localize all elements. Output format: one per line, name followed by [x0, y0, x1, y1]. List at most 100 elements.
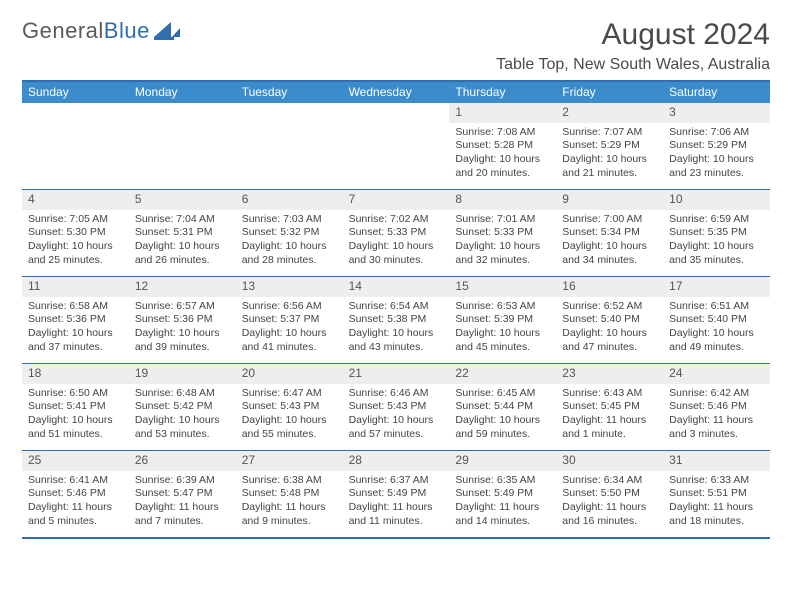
sunset-text: Sunset: 5:40 PM [562, 313, 657, 327]
sunset-text: Sunset: 5:39 PM [455, 313, 550, 327]
sunset-text: Sunset: 5:49 PM [349, 487, 444, 501]
day-cell: 27Sunrise: 6:38 AMSunset: 5:48 PMDayligh… [236, 451, 343, 537]
daylight-text: Daylight: 10 hours [455, 414, 550, 428]
day-cell: 19Sunrise: 6:48 AMSunset: 5:42 PMDayligh… [129, 364, 236, 450]
sunrise-text: Sunrise: 6:47 AM [242, 387, 337, 401]
day-body: Sunrise: 7:06 AMSunset: 5:29 PMDaylight:… [663, 123, 770, 185]
day-cell: 10Sunrise: 6:59 AMSunset: 5:35 PMDayligh… [663, 190, 770, 276]
day-number: 20 [236, 364, 343, 384]
sunset-text: Sunset: 5:28 PM [455, 139, 550, 153]
day-cell: 14Sunrise: 6:54 AMSunset: 5:38 PMDayligh… [343, 277, 450, 363]
sunrise-text: Sunrise: 6:42 AM [669, 387, 764, 401]
day-cell: 26Sunrise: 6:39 AMSunset: 5:47 PMDayligh… [129, 451, 236, 537]
daylight-text: and 39 minutes. [135, 341, 230, 355]
day-number: 18 [22, 364, 129, 384]
day-body: Sunrise: 6:58 AMSunset: 5:36 PMDaylight:… [22, 297, 129, 359]
day-number: 22 [449, 364, 556, 384]
daylight-text: Daylight: 11 hours [28, 501, 123, 515]
day-cell: 3Sunrise: 7:06 AMSunset: 5:29 PMDaylight… [663, 103, 770, 189]
day-body: Sunrise: 6:56 AMSunset: 5:37 PMDaylight:… [236, 297, 343, 359]
sunset-text: Sunset: 5:40 PM [669, 313, 764, 327]
day-cell: 17Sunrise: 6:51 AMSunset: 5:40 PMDayligh… [663, 277, 770, 363]
day-number: 27 [236, 451, 343, 471]
day-body: Sunrise: 6:57 AMSunset: 5:36 PMDaylight:… [129, 297, 236, 359]
day-number: 3 [663, 103, 770, 123]
sunset-text: Sunset: 5:43 PM [349, 400, 444, 414]
day-body: Sunrise: 7:00 AMSunset: 5:34 PMDaylight:… [556, 210, 663, 272]
daylight-text: Daylight: 10 hours [562, 153, 657, 167]
daylight-text: Daylight: 11 hours [455, 501, 550, 515]
day-body: Sunrise: 6:48 AMSunset: 5:42 PMDaylight:… [129, 384, 236, 446]
location-text: Table Top, New South Wales, Australia [496, 56, 770, 74]
daylight-text: and 20 minutes. [455, 167, 550, 181]
brand-text-blue: Blue [104, 18, 150, 44]
dow-monday: Monday [129, 82, 236, 103]
daylight-text: Daylight: 11 hours [669, 501, 764, 515]
daylight-text: and 47 minutes. [562, 341, 657, 355]
day-cell [22, 103, 129, 189]
daylight-text: and 23 minutes. [669, 167, 764, 181]
day-body: Sunrise: 6:34 AMSunset: 5:50 PMDaylight:… [556, 471, 663, 533]
sunset-text: Sunset: 5:33 PM [455, 226, 550, 240]
day-number: 7 [343, 190, 450, 210]
day-body: Sunrise: 6:39 AMSunset: 5:47 PMDaylight:… [129, 471, 236, 533]
week-row: 25Sunrise: 6:41 AMSunset: 5:46 PMDayligh… [22, 450, 770, 537]
daylight-text: and 7 minutes. [135, 515, 230, 529]
daylight-text: Daylight: 10 hours [135, 414, 230, 428]
day-cell: 4Sunrise: 7:05 AMSunset: 5:30 PMDaylight… [22, 190, 129, 276]
daylight-text: Daylight: 10 hours [669, 153, 764, 167]
daylight-text: Daylight: 10 hours [349, 414, 444, 428]
sunrise-text: Sunrise: 6:56 AM [242, 300, 337, 314]
sunset-text: Sunset: 5:36 PM [135, 313, 230, 327]
daylight-text: and 18 minutes. [669, 515, 764, 529]
sunrise-text: Sunrise: 6:48 AM [135, 387, 230, 401]
daylight-text: and 21 minutes. [562, 167, 657, 181]
sunrise-text: Sunrise: 6:35 AM [455, 474, 550, 488]
brand-logo: GeneralBlue [22, 18, 180, 44]
daylight-text: and 53 minutes. [135, 428, 230, 442]
daylight-text: Daylight: 10 hours [242, 414, 337, 428]
day-body: Sunrise: 6:35 AMSunset: 5:49 PMDaylight:… [449, 471, 556, 533]
day-number: 29 [449, 451, 556, 471]
sunset-text: Sunset: 5:49 PM [455, 487, 550, 501]
day-body: Sunrise: 7:07 AMSunset: 5:29 PMDaylight:… [556, 123, 663, 185]
daylight-text: and 49 minutes. [669, 341, 764, 355]
day-number: 26 [129, 451, 236, 471]
day-cell: 22Sunrise: 6:45 AMSunset: 5:44 PMDayligh… [449, 364, 556, 450]
daylight-text: Daylight: 10 hours [242, 327, 337, 341]
sunrise-text: Sunrise: 7:07 AM [562, 126, 657, 140]
sunrise-text: Sunrise: 6:33 AM [669, 474, 764, 488]
sunrise-text: Sunrise: 7:08 AM [455, 126, 550, 140]
day-number: 12 [129, 277, 236, 297]
day-body: Sunrise: 6:47 AMSunset: 5:43 PMDaylight:… [236, 384, 343, 446]
sunset-text: Sunset: 5:31 PM [135, 226, 230, 240]
day-cell: 25Sunrise: 6:41 AMSunset: 5:46 PMDayligh… [22, 451, 129, 537]
dow-thursday: Thursday [449, 82, 556, 103]
day-cell: 28Sunrise: 6:37 AMSunset: 5:49 PMDayligh… [343, 451, 450, 537]
sunrise-text: Sunrise: 7:06 AM [669, 126, 764, 140]
day-body: Sunrise: 7:08 AMSunset: 5:28 PMDaylight:… [449, 123, 556, 185]
sunrise-text: Sunrise: 6:54 AM [349, 300, 444, 314]
sunrise-text: Sunrise: 6:52 AM [562, 300, 657, 314]
sunrise-text: Sunrise: 7:03 AM [242, 213, 337, 227]
day-number: 15 [449, 277, 556, 297]
sunset-text: Sunset: 5:50 PM [562, 487, 657, 501]
day-body: Sunrise: 6:43 AMSunset: 5:45 PMDaylight:… [556, 384, 663, 446]
sunrise-text: Sunrise: 6:45 AM [455, 387, 550, 401]
day-cell: 7Sunrise: 7:02 AMSunset: 5:33 PMDaylight… [343, 190, 450, 276]
day-cell: 21Sunrise: 6:46 AMSunset: 5:43 PMDayligh… [343, 364, 450, 450]
daylight-text: and 1 minute. [562, 428, 657, 442]
day-number: 23 [556, 364, 663, 384]
day-number: 14 [343, 277, 450, 297]
daylight-text: and 3 minutes. [669, 428, 764, 442]
daylight-text: Daylight: 10 hours [242, 240, 337, 254]
day-cell: 15Sunrise: 6:53 AMSunset: 5:39 PMDayligh… [449, 277, 556, 363]
daylight-text: and 59 minutes. [455, 428, 550, 442]
day-number: 31 [663, 451, 770, 471]
sunset-text: Sunset: 5:33 PM [349, 226, 444, 240]
day-body: Sunrise: 6:45 AMSunset: 5:44 PMDaylight:… [449, 384, 556, 446]
sunset-text: Sunset: 5:46 PM [28, 487, 123, 501]
daylight-text: Daylight: 10 hours [135, 327, 230, 341]
sunrise-text: Sunrise: 6:39 AM [135, 474, 230, 488]
sunset-text: Sunset: 5:38 PM [349, 313, 444, 327]
